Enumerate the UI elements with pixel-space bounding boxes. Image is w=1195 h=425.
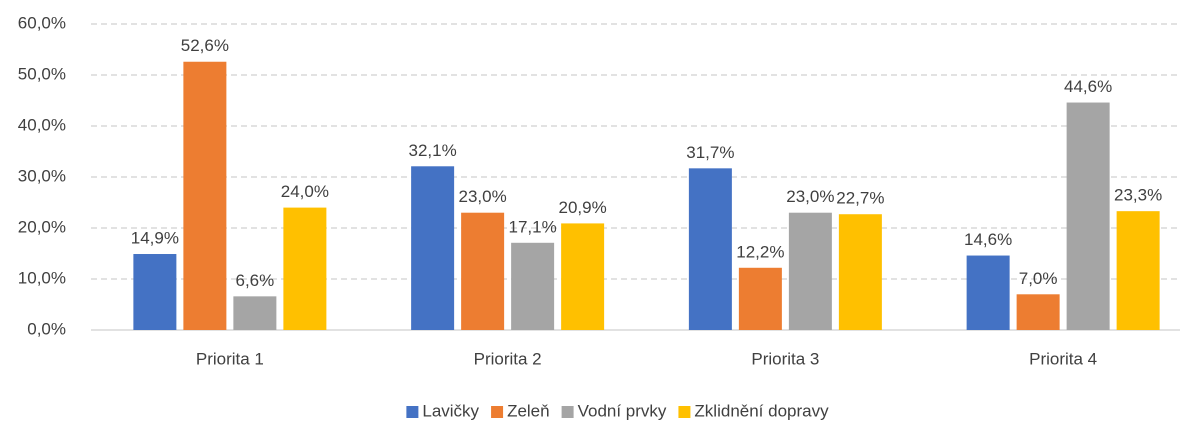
bar: [738, 267, 782, 330]
x-tick-label: Priorita 2: [474, 349, 542, 368]
data-label: 23,3%: [1114, 186, 1162, 205]
data-label: 23,0%: [786, 187, 834, 206]
bar: [788, 212, 832, 330]
legend-swatch: [678, 406, 691, 418]
data-label: 23,0%: [459, 187, 507, 206]
data-label: 52,6%: [181, 36, 229, 55]
data-label: 14,6%: [964, 230, 1012, 249]
bar: [283, 207, 327, 330]
x-tick-label: Priorita 1: [196, 349, 264, 368]
legend-label: Zklidnění dopravy: [694, 401, 829, 420]
data-label: 17,1%: [509, 217, 557, 236]
bar: [461, 212, 505, 330]
data-label: 20,9%: [559, 198, 607, 217]
bar: [1016, 294, 1060, 330]
y-tick-label: 20,0%: [18, 217, 66, 236]
data-label: 12,2%: [736, 242, 784, 261]
bar: [1066, 102, 1110, 330]
data-label: 6,6%: [236, 271, 275, 290]
data-label: 14,9%: [131, 228, 179, 247]
data-label: 7,0%: [1019, 269, 1058, 288]
bar: [838, 214, 882, 330]
bar: [561, 223, 605, 330]
bar: [1116, 211, 1160, 330]
legend-swatch: [561, 406, 574, 418]
legend-label: Vodní prvky: [578, 401, 667, 420]
bar: [133, 254, 177, 330]
bar: [233, 296, 277, 330]
y-tick-label: 40,0%: [18, 115, 66, 134]
y-tick-label: 50,0%: [18, 64, 66, 83]
data-label: 44,6%: [1064, 77, 1112, 96]
bar: [511, 242, 555, 330]
y-tick-label: 10,0%: [18, 268, 66, 287]
legend-label: Zeleň: [507, 401, 550, 420]
bar: [966, 255, 1010, 330]
bar: [183, 61, 227, 331]
data-label: 22,7%: [836, 189, 884, 208]
data-label: 31,7%: [686, 143, 734, 162]
bar: [411, 166, 455, 330]
bar: [688, 168, 732, 330]
data-label: 24,0%: [281, 182, 329, 201]
y-tick-label: 30,0%: [18, 166, 66, 185]
x-tick-label: Priorita 3: [751, 349, 819, 368]
x-tick-label: Priorita 4: [1029, 349, 1097, 368]
legend-swatch: [491, 406, 504, 418]
y-tick-label: 60,0%: [18, 13, 66, 32]
y-tick-label: 0,0%: [27, 319, 66, 338]
legend-swatch: [406, 406, 419, 418]
data-label: 32,1%: [409, 141, 457, 160]
legend-label: Lavičky: [422, 401, 479, 420]
